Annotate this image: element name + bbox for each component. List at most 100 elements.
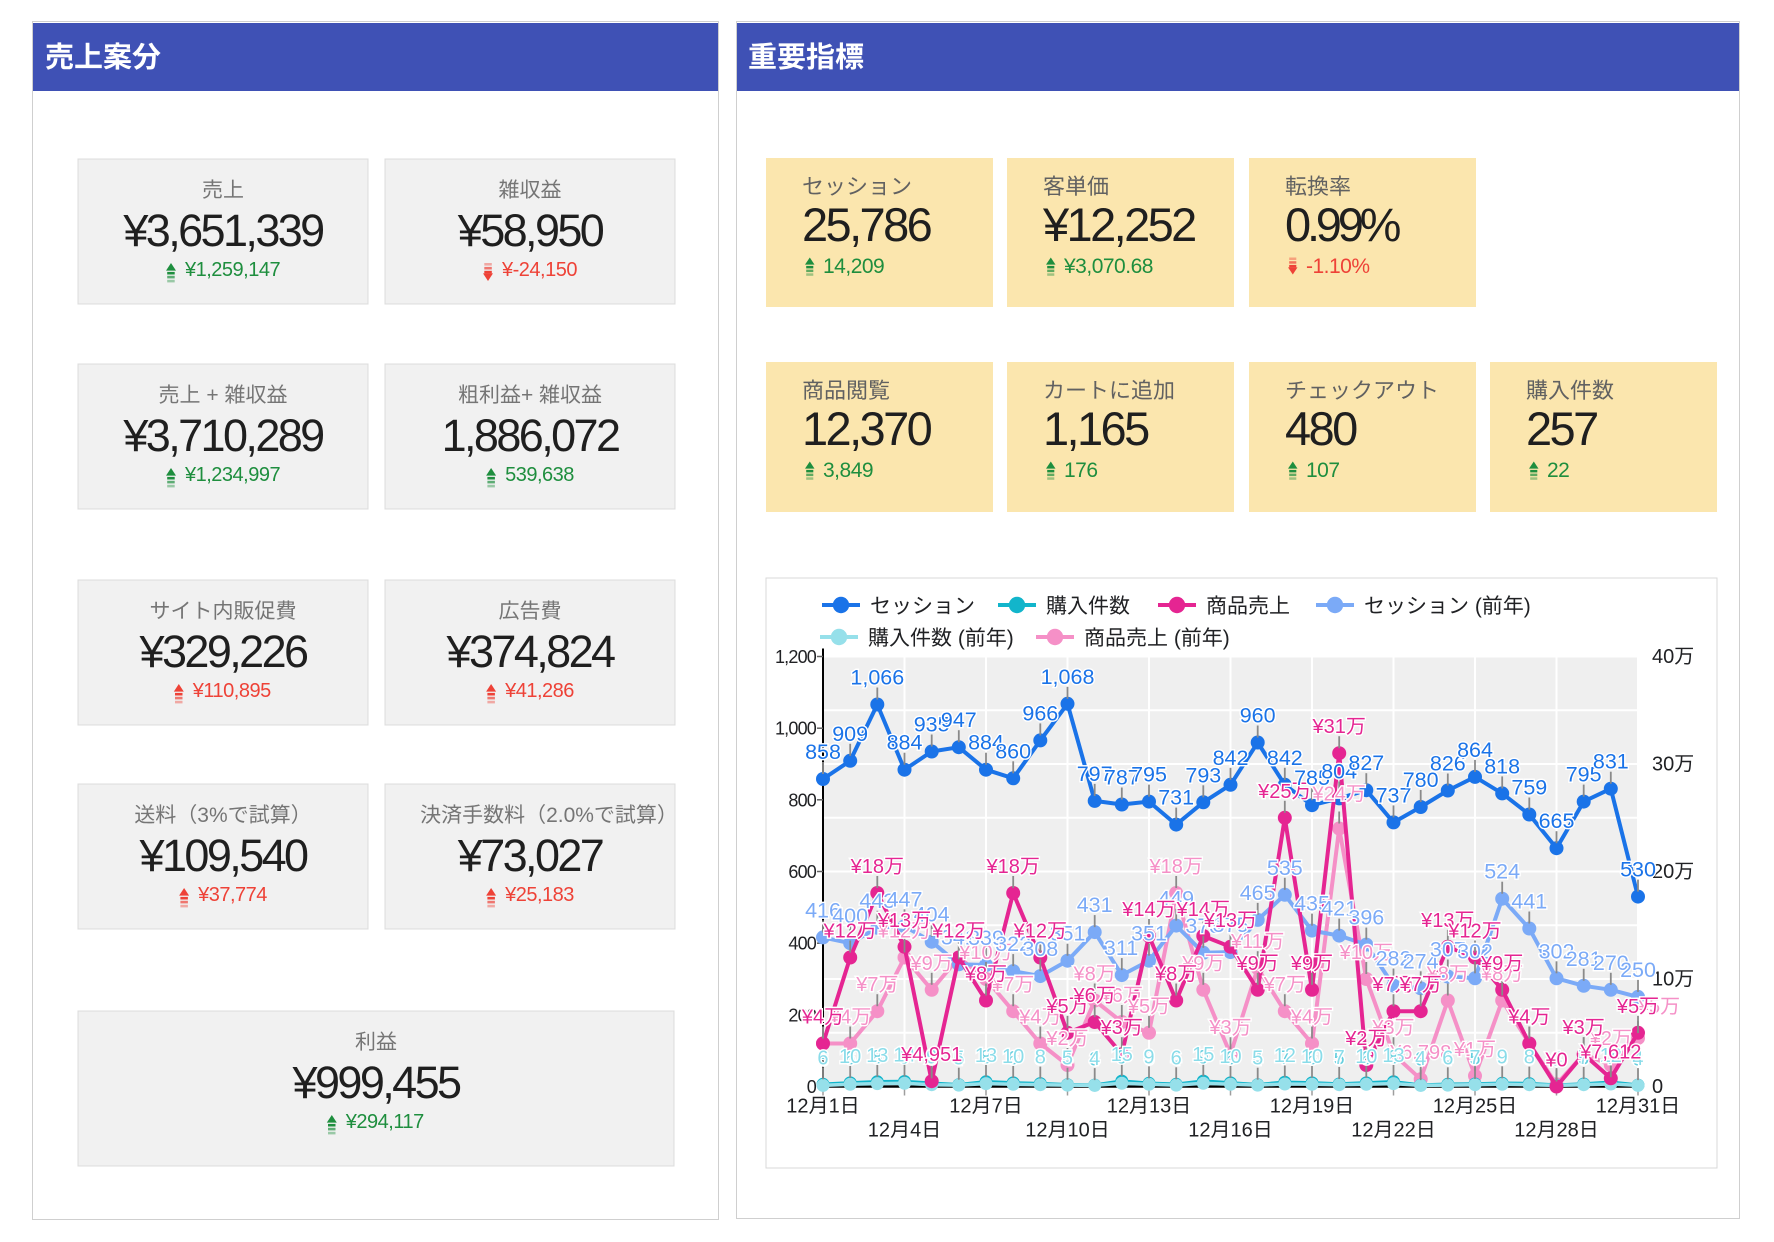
svg-text:7: 7: [1578, 1047, 1589, 1069]
svg-text:12: 12: [1107, 1096, 1129, 1118]
svg-text:¥4: ¥4: [801, 1007, 824, 1029]
svg-text:6: 6: [1442, 1047, 1453, 1069]
svg-text:539,638: 539,638: [505, 464, 574, 486]
svg-text:7: 7: [1334, 1047, 1345, 1069]
svg-text:10: 10: [839, 1046, 861, 1068]
svg-text:6: 6: [1307, 1047, 1318, 1069]
svg-text:3: 3: [1089, 1048, 1100, 1070]
svg-text:787: 787: [1104, 766, 1140, 790]
svg-text:6: 6: [1144, 1047, 1155, 1069]
svg-text:¥1,234,997: ¥1,234,997: [184, 464, 280, 486]
svg-text:¥3: ¥3: [1562, 1017, 1585, 1039]
svg-text:797: 797: [1077, 762, 1113, 786]
svg-text:¥9: ¥9: [1290, 953, 1313, 975]
svg-text:524: 524: [1484, 860, 1520, 884]
svg-text:12: 12: [1270, 1096, 1292, 1118]
svg-text:30: 30: [1652, 754, 1674, 776]
svg-text:1,165: 1,165: [1043, 402, 1149, 455]
svg-text:25,786: 25,786: [802, 198, 932, 251]
svg-text:0.99%: 0.99%: [1285, 198, 1401, 251]
svg-text:¥12,252: ¥12,252: [1042, 198, 1195, 251]
svg-text:22: 22: [1394, 1120, 1416, 1142]
svg-text:5: 5: [926, 1048, 937, 1070]
svg-text:¥12: ¥12: [1013, 921, 1047, 943]
svg-text:909: 909: [832, 722, 868, 746]
svg-text:396: 396: [1348, 906, 1384, 930]
svg-text:¥5: ¥5: [1045, 996, 1068, 1018]
svg-text:960: 960: [1240, 704, 1276, 728]
svg-text:6: 6: [1171, 1047, 1182, 1069]
svg-text:4: 4: [1442, 1048, 1453, 1070]
svg-text:6: 6: [1008, 1047, 1019, 1069]
svg-text:5: 5: [1470, 1048, 1481, 1070]
svg-text:¥7,612: ¥7,612: [1579, 1041, 1641, 1063]
svg-text:¥12: ¥12: [1447, 921, 1481, 943]
svg-text:400: 400: [788, 934, 816, 954]
svg-text:12: 12: [1351, 1120, 1373, 1142]
svg-text:3: 3: [1415, 1048, 1426, 1070]
svg-text:13: 13: [975, 1045, 997, 1067]
svg-text:465: 465: [1240, 881, 1276, 905]
svg-text:8: 8: [1035, 1047, 1046, 1069]
svg-text:¥294,117: ¥294,117: [345, 1111, 424, 1133]
svg-text:6: 6: [1225, 1047, 1236, 1069]
svg-text:200: 200: [788, 1005, 816, 1025]
svg-text:¥9: ¥9: [1236, 953, 1259, 975]
svg-text:421: 421: [1321, 897, 1357, 921]
svg-text:¥10: ¥10: [1339, 942, 1373, 964]
svg-text:9: 9: [1198, 1046, 1209, 1068]
svg-text:¥41,286: ¥41,286: [504, 680, 574, 702]
svg-text:3,849: 3,849: [823, 459, 873, 482]
svg-text:12: 12: [1600, 1045, 1622, 1067]
svg-text:5: 5: [1524, 1048, 1535, 1070]
svg-text:14: 14: [893, 1045, 915, 1067]
svg-text:¥8: ¥8: [1073, 964, 1096, 986]
svg-text:22: 22: [1547, 459, 1569, 482]
svg-text:¥1,259,147: ¥1,259,147: [184, 259, 280, 281]
svg-text:793: 793: [1185, 763, 1221, 787]
svg-text:¥2: ¥2: [1344, 1028, 1367, 1050]
svg-text:947: 947: [941, 708, 977, 732]
svg-text:¥18: ¥18: [986, 856, 1020, 878]
svg-text:¥24: ¥24: [1312, 784, 1346, 806]
svg-text:13: 13: [1149, 1096, 1171, 1118]
svg-text:435: 435: [1294, 892, 1330, 916]
svg-text:20: 20: [1652, 861, 1674, 883]
svg-text:12: 12: [949, 1096, 971, 1118]
svg-text:665: 665: [1539, 809, 1575, 833]
svg-text:¥6,798: ¥6,798: [1389, 1042, 1451, 1064]
svg-text:0: 0: [1652, 1076, 1663, 1098]
svg-text:¥13: ¥13: [877, 910, 911, 932]
svg-text:): ): [1007, 627, 1014, 650]
svg-text:9: 9: [1143, 1046, 1154, 1068]
svg-text:¥31: ¥31: [1312, 716, 1346, 738]
svg-text:10: 10: [1002, 1046, 1024, 1068]
svg-text:¥1: ¥1: [1453, 1039, 1476, 1061]
svg-text:270: 270: [1593, 951, 1629, 975]
svg-text:¥73,027: ¥73,027: [457, 830, 603, 881]
svg-text:+: +: [201, 384, 225, 407]
svg-text:¥13: ¥13: [1420, 910, 1454, 932]
svg-text:¥110,895: ¥110,895: [192, 680, 271, 702]
svg-text:3: 3: [1551, 1048, 1562, 1070]
svg-text:308: 308: [1022, 937, 1058, 961]
svg-text:¥109,540: ¥109,540: [139, 830, 308, 881]
svg-text:¥3: ¥3: [1100, 1017, 1123, 1039]
svg-text:¥329,226: ¥329,226: [139, 626, 308, 677]
svg-text:351: 351: [1131, 922, 1167, 946]
svg-text:5: 5: [1035, 1048, 1046, 1070]
svg-text:1,200: 1,200: [775, 647, 817, 667]
svg-text:5: 5: [953, 1048, 964, 1070]
svg-text:¥8: ¥8: [1480, 964, 1503, 986]
svg-text:4: 4: [1632, 1048, 1643, 1070]
svg-text:831: 831: [1593, 750, 1629, 774]
svg-text:884: 884: [887, 731, 923, 755]
svg-text:13: 13: [866, 1045, 888, 1067]
svg-text:9: 9: [1497, 1046, 1508, 1068]
svg-text:282: 282: [1376, 947, 1412, 971]
svg-text:¥4: ¥4: [1507, 1007, 1530, 1029]
svg-text:-1.10%: -1.10%: [1306, 255, 1370, 278]
svg-text:¥6: ¥6: [1073, 985, 1096, 1007]
svg-text:3: 3: [818, 1048, 829, 1070]
svg-text:12: 12: [1433, 1096, 1455, 1118]
